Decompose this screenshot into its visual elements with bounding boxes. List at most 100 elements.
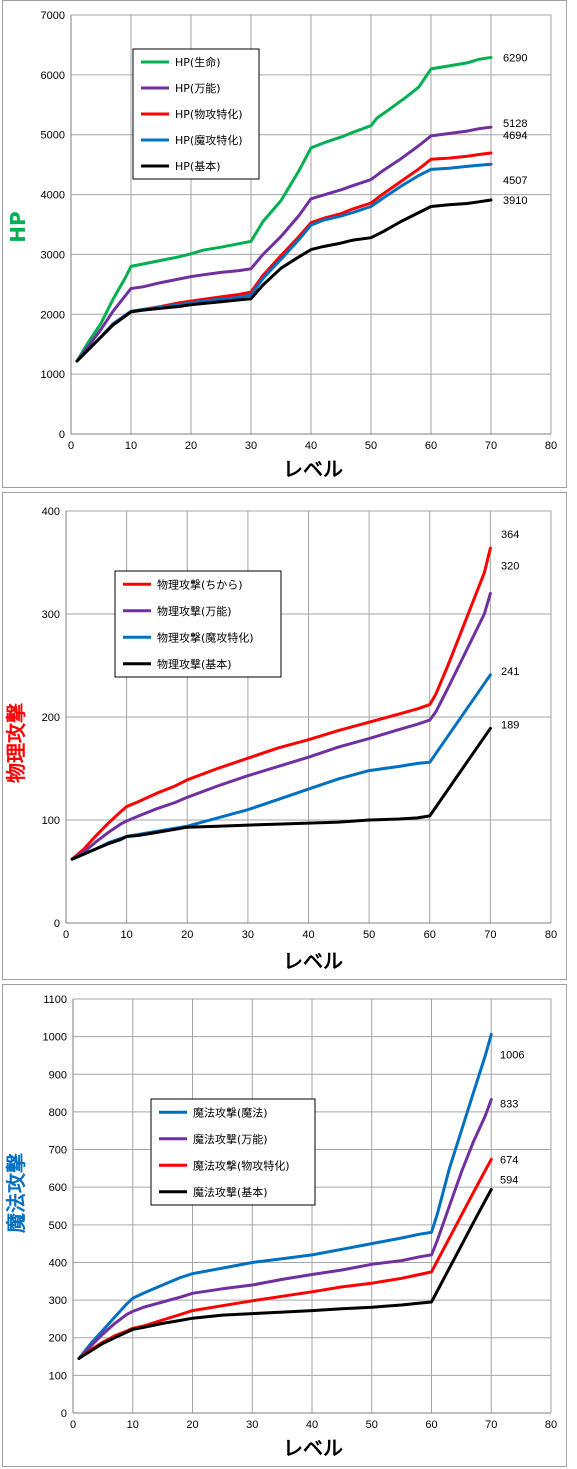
series-line-4	[75, 198, 493, 363]
y-tick-label: 400	[49, 1257, 67, 1269]
end-value-label: 674	[500, 1154, 518, 1166]
x-tick-label: 30	[245, 440, 257, 452]
x-tick-label: 70	[485, 440, 497, 452]
legend-entry: 物理攻撃(万能)	[157, 604, 232, 618]
legend-entry: 魔法攻撃(基本)	[193, 1185, 268, 1199]
legend-entry: HP(生命)	[175, 55, 221, 69]
legend-entry: 物理攻撃(魔攻特化)	[157, 630, 254, 644]
y-tick-label: 600	[49, 1182, 67, 1194]
series-line-0	[77, 1032, 493, 1360]
end-value-label: 241	[501, 666, 519, 678]
legend-entry: 魔法攻撃(万能)	[193, 1132, 268, 1146]
x-tick-label: 10	[127, 1419, 139, 1431]
end-value-label: 594	[500, 1174, 518, 1186]
end-value-label: 189	[501, 719, 519, 731]
series-line-0	[70, 546, 492, 861]
y-tick-label: 6000	[41, 70, 65, 82]
series-line-3	[77, 1187, 493, 1360]
end-value-label: 320	[501, 560, 519, 572]
y-tick-label: 300	[49, 1295, 67, 1307]
legend-entry: HP(基本)	[175, 159, 221, 173]
x-tick-label: 20	[185, 440, 197, 452]
y-axis-label: 魔法攻撃	[4, 1153, 28, 1233]
magic-attack-chart: 0 10 20 30 40 50 60 70 8001002003004005006007008…	[4, 994, 557, 1460]
x-tick-label: 30	[242, 929, 254, 941]
y-tick-label: 4000	[41, 190, 65, 202]
y-axis-label: 物理攻撃	[4, 703, 28, 783]
x-tick-label: 40	[306, 1419, 318, 1431]
legend-box	[150, 1098, 316, 1206]
x-tick-label: 0	[68, 440, 74, 452]
x-tick-label: 10	[121, 929, 133, 941]
y-tick-label: 800	[49, 1107, 67, 1119]
y-tick-label: 0	[61, 1408, 67, 1420]
x-tick-label: 40	[302, 929, 314, 941]
x-axis-label: レベル	[283, 1436, 343, 1460]
x-tick-label: 70	[484, 929, 496, 941]
x-tick-label: 50	[366, 1419, 378, 1431]
y-tick-label: 1000	[41, 369, 65, 381]
end-value-label: 4694	[503, 130, 527, 142]
end-value-label: 1006	[500, 1049, 524, 1061]
physical-attack-chart: 0 10 20 30 40 50 60 70 80 0 100 200 300 400 レベル 物理攻撃 364…	[4, 506, 557, 973]
y-tick-label: 2000	[41, 309, 65, 321]
y-tick-label: 900	[49, 1069, 67, 1081]
legend-entry: 魔法攻撃(魔法)	[193, 1105, 268, 1119]
y-axis-label: HP	[6, 211, 30, 242]
series-line-1	[75, 125, 493, 363]
x-tick-label: 0	[63, 929, 69, 941]
x-tick-label: 50	[365, 440, 377, 452]
x-tick-label: 60	[424, 929, 436, 941]
y-tick-label: 700	[49, 1145, 67, 1157]
y-tick-label: 1000	[43, 1032, 67, 1044]
y-tick-label: 200	[42, 712, 60, 724]
x-tick-label: 60	[425, 1419, 437, 1431]
end-value-label: 4507	[503, 175, 527, 187]
y-tick-label: 0	[54, 918, 60, 930]
hp-chart: 0 10 20 30 40 50 60 70 80 0 1000 2000 3000 4000 5000 60…	[6, 10, 557, 481]
end-value-label: 3910	[503, 195, 527, 207]
x-tick-label: 70	[485, 1419, 497, 1431]
hp-chart-panel: 0 10 20 30 40 50 60 70 80 0 1000 2000 3000 4000 5000 60…	[2, 0, 567, 488]
y-tick-label: 5000	[41, 130, 65, 142]
legend-entry: HP(魔攻特化)	[175, 133, 243, 147]
end-value-label: 364	[501, 529, 519, 541]
y-tick-label: 7000	[41, 10, 65, 22]
x-tick-label: 0	[70, 1419, 76, 1431]
legend-entry: HP(万能)	[175, 81, 221, 95]
legend-box	[114, 570, 282, 678]
y-tick-label: 1100	[43, 994, 67, 1006]
x-tick-label: 20	[186, 1419, 198, 1431]
y-tick-label: 0	[59, 429, 65, 441]
legend-entry: HP(物攻特化)	[175, 107, 243, 121]
x-tick-label: 80	[545, 440, 557, 452]
y-tick-label: 3000	[41, 249, 65, 261]
x-tick-label: 80	[545, 929, 557, 941]
y-tick-label: 400	[42, 506, 60, 518]
series-line-1	[70, 591, 492, 861]
y-tick-label: 100	[42, 815, 60, 827]
y-tick-label: 300	[42, 609, 60, 621]
y-tick-label: 200	[49, 1333, 67, 1345]
magic-attack-chart-panel: 0 10 20 30 40 50 60 70 80 0 100 200 300 400 500 600 700 8…	[2, 984, 567, 1467]
x-tick-label: 80	[545, 1419, 557, 1431]
series-line-3	[70, 726, 492, 861]
series-line-1	[77, 1098, 493, 1360]
x-tick-label: 30	[246, 1419, 258, 1431]
x-tick-label: 40	[305, 440, 317, 452]
x-tick-label: 60	[425, 440, 437, 452]
legend-entry: 魔法攻撃(物攻特化)	[193, 1158, 290, 1172]
x-tick-label: 20	[181, 929, 193, 941]
y-tick-label: 500	[49, 1220, 67, 1232]
x-tick-label: 50	[363, 929, 375, 941]
end-value-label: 5128	[503, 118, 527, 130]
legend-entry: 物理攻撃(ちから)	[157, 577, 243, 591]
end-value-label: 833	[500, 1098, 518, 1110]
y-tick-label: 100	[49, 1370, 67, 1382]
x-axis-label: レベル	[283, 949, 343, 973]
series-line-0	[75, 56, 493, 363]
legend-entry: 物理攻撃(基本)	[157, 657, 232, 671]
physical-attack-chart-panel: 0 10 20 30 40 50 60 70 80 0 100 200 300 400 レベル 物理攻撃 364…	[2, 492, 567, 980]
x-axis-label: レベル	[283, 457, 343, 481]
end-value-label: 6290	[503, 52, 527, 64]
